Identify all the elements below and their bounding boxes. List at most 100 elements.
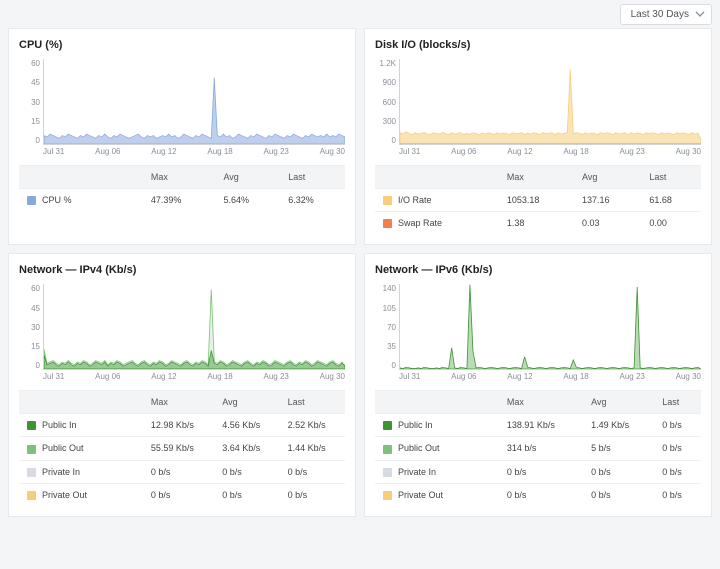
legend-label: Public In bbox=[398, 420, 433, 430]
legend-avg: 0.03 bbox=[574, 212, 641, 235]
xtick-label: Jul 31 bbox=[43, 147, 64, 159]
col-avg: Avg bbox=[583, 391, 654, 414]
chart-yaxis: 14010570350 bbox=[375, 284, 399, 370]
ytick-label: 35 bbox=[387, 342, 396, 351]
legend-label: Private In bbox=[398, 467, 436, 477]
legend-last: 0 b/s bbox=[280, 483, 345, 506]
col-max: Max bbox=[143, 391, 214, 414]
legend-swatch bbox=[27, 491, 36, 500]
xtick-label: Aug 23 bbox=[620, 147, 645, 159]
xtick-label: Aug 18 bbox=[563, 372, 588, 384]
ytick-label: 0 bbox=[392, 361, 396, 370]
legend-max: 0 b/s bbox=[143, 483, 214, 506]
xtick-label: Aug 06 bbox=[451, 147, 476, 159]
legend-last: 0.00 bbox=[641, 212, 701, 235]
chart-yaxis: 60 45 30 15 0 bbox=[19, 59, 43, 145]
xtick-label: Aug 12 bbox=[151, 147, 176, 159]
col-max: Max bbox=[499, 391, 583, 414]
ytick-label: 0 bbox=[36, 136, 40, 145]
xtick-label: Aug 12 bbox=[507, 372, 532, 384]
legend-last: 0 b/s bbox=[654, 460, 701, 483]
legend-table: Max Avg Last Public In12.98 Kb/s4.56 Kb/… bbox=[19, 390, 345, 506]
ytick-label: 15 bbox=[31, 342, 40, 351]
legend-max: 47.39% bbox=[143, 189, 216, 212]
legend-row: Public In138.91 Kb/s1.49 Kb/s0 b/s bbox=[375, 414, 701, 437]
ytick-label: 45 bbox=[31, 304, 40, 313]
legend-table: Max Avg Last I/O Rate1053.18137.1661.68S… bbox=[375, 165, 701, 234]
xtick-label: Jul 31 bbox=[399, 372, 420, 384]
legend-last: 0 b/s bbox=[280, 460, 345, 483]
legend-max: 1053.18 bbox=[499, 189, 574, 212]
xtick-label: Aug 30 bbox=[320, 372, 345, 384]
legend-row: Public Out314 b/s5 b/s0 b/s bbox=[375, 437, 701, 460]
legend-max: 314 b/s bbox=[499, 437, 583, 460]
xtick-label: Aug 12 bbox=[151, 372, 176, 384]
xtick-label: Jul 31 bbox=[399, 147, 420, 159]
time-range-select[interactable]: Last 30 Days bbox=[620, 4, 712, 25]
panel-title: Network — IPv4 (Kb/s) bbox=[19, 264, 345, 276]
panel-title: CPU (%) bbox=[19, 39, 345, 51]
ytick-label: 30 bbox=[31, 323, 40, 332]
xtick-label: Aug 30 bbox=[320, 147, 345, 159]
col-avg: Avg bbox=[574, 166, 641, 189]
ytick-label: 0 bbox=[392, 136, 396, 145]
ytick-label: 900 bbox=[383, 78, 396, 87]
legend-row: I/O Rate 1053.18137.1661.68 bbox=[375, 189, 701, 212]
legend-avg: 0 b/s bbox=[214, 460, 279, 483]
legend-avg: 0 b/s bbox=[583, 483, 654, 506]
ytick-label: 60 bbox=[31, 59, 40, 68]
legend-row: Private Out0 b/s0 b/s0 b/s bbox=[19, 483, 345, 506]
col-last: Last bbox=[280, 166, 345, 189]
legend-avg: 0 b/s bbox=[214, 483, 279, 506]
legend-label: Public Out bbox=[42, 443, 84, 453]
ytick-label: 140 bbox=[383, 284, 396, 293]
chart-yaxis: 1.2K9006003000 bbox=[375, 59, 399, 145]
legend-swatch bbox=[27, 421, 36, 430]
legend-avg: 137.16 bbox=[574, 189, 641, 212]
legend-label: Private Out bbox=[42, 490, 87, 500]
col-last: Last bbox=[641, 166, 701, 189]
legend-swatch bbox=[383, 219, 392, 228]
topbar: Last 30 Days bbox=[0, 0, 720, 28]
legend-label: I/O Rate bbox=[398, 195, 432, 205]
legend-swatch bbox=[27, 468, 36, 477]
chart-plot bbox=[399, 284, 701, 370]
legend-avg: 3.64 Kb/s bbox=[214, 437, 279, 460]
legend-max: 0 b/s bbox=[499, 460, 583, 483]
legend-max: 55.59 Kb/s bbox=[143, 437, 214, 460]
col-avg: Avg bbox=[215, 166, 280, 189]
legend-last: 61.68 bbox=[641, 189, 701, 212]
col-max: Max bbox=[143, 166, 216, 189]
legend-last: 2.52 Kb/s bbox=[280, 414, 345, 437]
legend-last: 1.44 Kb/s bbox=[280, 437, 345, 460]
ytick-label: 0 bbox=[36, 361, 40, 370]
ytick-label: 45 bbox=[31, 78, 40, 87]
legend-swatch bbox=[27, 445, 36, 454]
legend-avg: 5 b/s bbox=[583, 437, 654, 460]
ytick-label: 300 bbox=[383, 117, 396, 126]
chart-xaxis: Jul 31Aug 06Aug 12Aug 18Aug 23Aug 30 bbox=[43, 147, 345, 159]
panel-title: Disk I/O (blocks/s) bbox=[375, 39, 701, 51]
ytick-label: 30 bbox=[31, 98, 40, 107]
chart-xaxis: Jul 31Aug 06Aug 12Aug 18Aug 23Aug 30 bbox=[399, 147, 701, 159]
legend-label: Private In bbox=[42, 467, 80, 477]
legend-max: 0 b/s bbox=[499, 483, 583, 506]
xtick-label: Aug 06 bbox=[95, 372, 120, 384]
legend-row: Swap Rate1.380.030.00 bbox=[375, 212, 701, 235]
legend-label: CPU % bbox=[42, 195, 72, 205]
legend-label: Private Out bbox=[398, 490, 443, 500]
xtick-label: Aug 30 bbox=[676, 147, 701, 159]
legend-table: Max Avg Last CPU %47.39%5.64%6.32% bbox=[19, 165, 345, 211]
xtick-label: Aug 18 bbox=[207, 372, 232, 384]
xtick-label: Aug 23 bbox=[264, 372, 289, 384]
legend-swatch bbox=[383, 421, 392, 430]
legend-row: Private In0 b/s0 b/s0 b/s bbox=[375, 460, 701, 483]
xtick-label: Aug 12 bbox=[507, 147, 532, 159]
ytick-label: 15 bbox=[31, 117, 40, 126]
panel-grid: CPU (%) 604530150 Jul 31Aug 06Aug 12Aug … bbox=[0, 28, 720, 525]
ytick-label: 105 bbox=[383, 304, 396, 313]
panel-disk: Disk I/O (blocks/s) 1.2K9006003000 Jul 3… bbox=[364, 28, 712, 245]
panel-title: Network — IPv6 (Kb/s) bbox=[375, 264, 701, 276]
chevron-down-icon bbox=[695, 9, 705, 19]
legend-label: Public Out bbox=[398, 443, 440, 453]
